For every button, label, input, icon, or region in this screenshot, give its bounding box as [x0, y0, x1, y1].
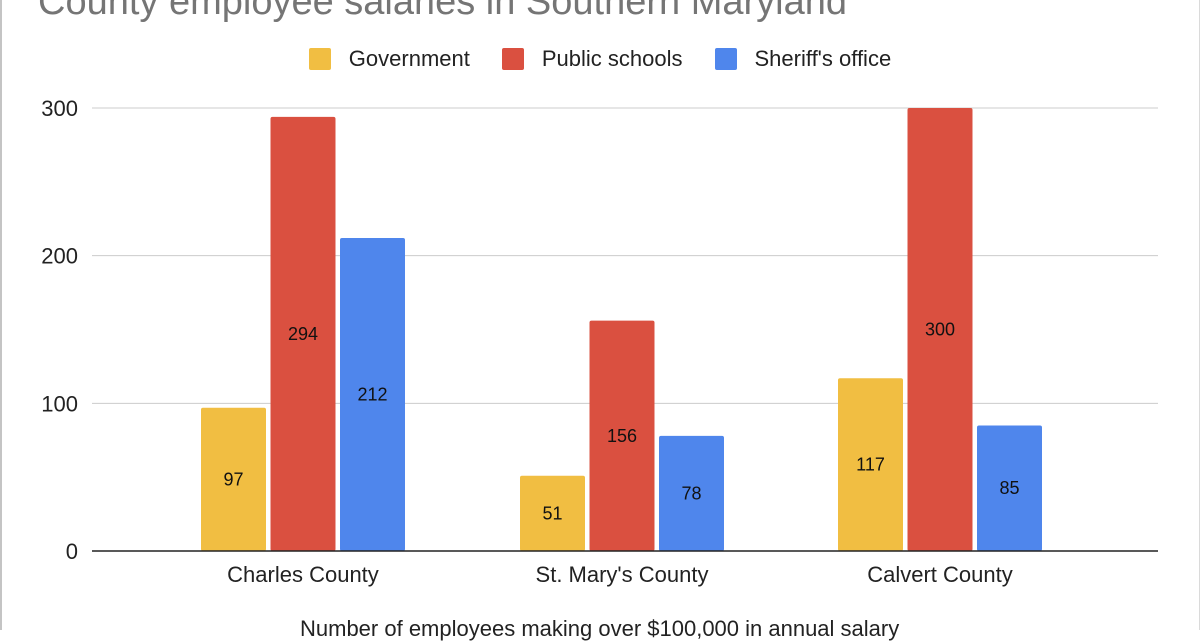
legend-label-public-schools: Public schools — [541, 46, 683, 71]
data-label-2-2: 85 — [999, 478, 1019, 498]
legend-item-government[interactable]: Government — [308, 46, 470, 72]
x-axis-title: Number of employees making over $100,000… — [300, 616, 900, 641]
data-label-2-1: 78 — [681, 483, 701, 503]
bar-government-2 — [838, 378, 903, 551]
data-label-0-2: 117 — [856, 455, 885, 475]
bar-sheriff-s-office-0 — [340, 237, 405, 552]
data-label-1-2: 300 — [925, 320, 955, 340]
x-tick-label-0: Charles County — [227, 562, 379, 587]
bar-government-0 — [201, 407, 266, 551]
y-tick-label-300: 300 — [41, 96, 78, 121]
legend-item-public-schools[interactable]: Public schools — [501, 46, 683, 72]
bar-government-1 — [520, 475, 585, 551]
chart-legend: Government Public schools Sheriff's offi… — [0, 44, 1200, 74]
legend-label-government: Government — [348, 46, 470, 71]
data-label-2-0: 212 — [357, 384, 387, 404]
y-tick-label-0: 0 — [66, 539, 78, 564]
legend-swatch-public-schools — [501, 48, 524, 70]
legend-swatch-government — [308, 48, 331, 70]
x-tick-label-1: St. Mary's County — [536, 562, 709, 587]
y-tick-label-100: 100 — [41, 391, 78, 416]
bar-sheriff-s-office-1 — [659, 435, 724, 551]
bar-public-schools-2 — [907, 108, 973, 551]
y-tick-label-200: 200 — [41, 244, 78, 269]
x-tick-label-2: Calvert County — [867, 562, 1013, 587]
bar-sheriff-s-office-2 — [977, 425, 1042, 551]
legend-swatch-sheriffs-office — [714, 48, 737, 70]
legend-item-sheriffs-office[interactable]: Sheriff's office — [714, 46, 892, 72]
data-label-0-0: 97 — [223, 469, 243, 489]
data-label-0-1: 51 — [542, 503, 562, 523]
data-label-1-1: 156 — [607, 426, 637, 446]
bar-public-schools-0 — [270, 116, 336, 552]
data-label-1-0: 294 — [288, 324, 318, 344]
chart-frame-left-border — [0, 0, 2, 630]
legend-label-sheriffs-office: Sheriff's office — [754, 46, 892, 71]
bar-public-schools-1 — [589, 320, 655, 551]
chart-title: County employee salaries in Southern Mar… — [38, 0, 847, 23]
